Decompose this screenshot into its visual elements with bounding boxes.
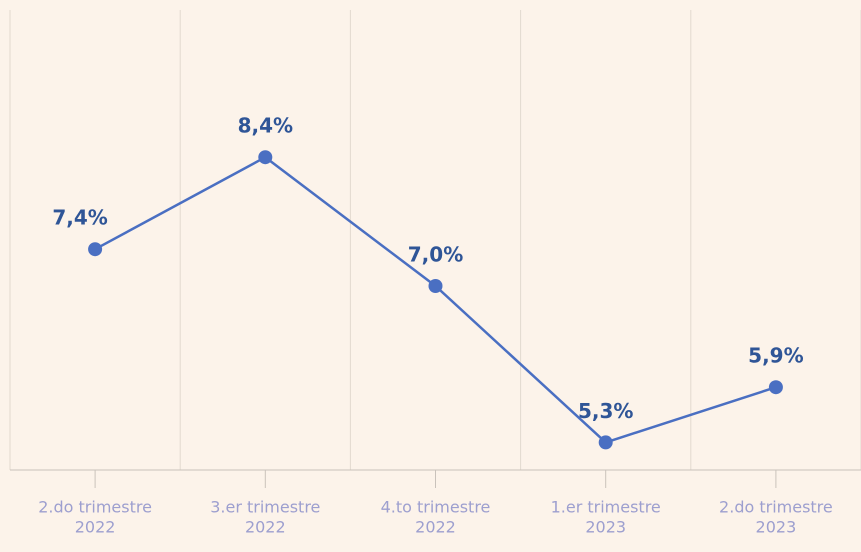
- point: [598, 435, 613, 450]
- x-tick-label: 2022: [415, 518, 456, 537]
- x-tick-label: 2.do trimestre: [719, 498, 833, 517]
- value-label: 8,4%: [238, 114, 293, 138]
- x-tick-label: 3.er trimestre: [210, 498, 320, 517]
- point: [88, 242, 103, 257]
- value-label: 5,3%: [578, 399, 633, 423]
- x-tick-label: 2.do trimestre: [38, 498, 152, 517]
- x-tick-label: 4.to trimestre: [381, 498, 491, 517]
- point: [768, 380, 783, 395]
- point: [428, 279, 443, 293]
- point: [258, 150, 273, 165]
- x-tick-label: 2022: [245, 518, 286, 537]
- x-tick-label: 2023: [585, 518, 626, 537]
- x-tick-label: 1.er trimestre: [551, 498, 661, 517]
- x-tick-label: 2022: [75, 518, 116, 537]
- value-label: 7,0%: [408, 243, 463, 267]
- x-tick-label: 2023: [756, 518, 797, 537]
- value-label: 5,9%: [748, 344, 803, 368]
- value-label: 7,4%: [52, 206, 107, 230]
